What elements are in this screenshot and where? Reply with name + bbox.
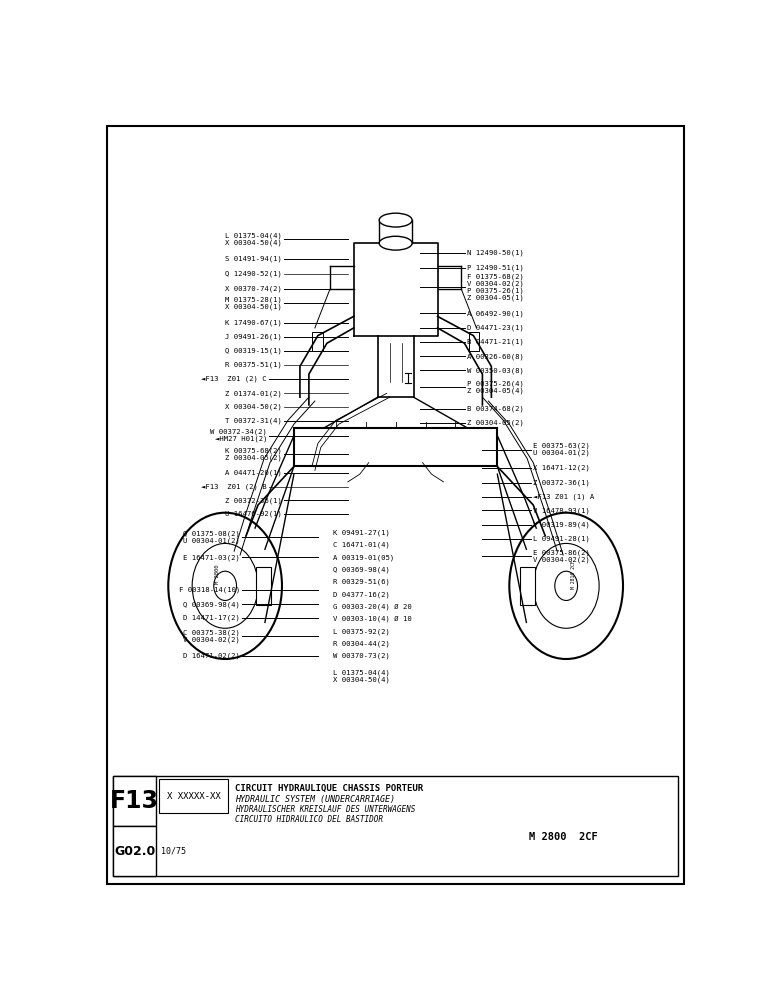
Text: X XXXXX-XX: X XXXXX-XX bbox=[167, 792, 221, 801]
Bar bbox=[113, 826, 156, 876]
Text: X 16471-12(2): X 16471-12(2) bbox=[533, 465, 590, 471]
Text: M 2810 2CF: M 2810 2CF bbox=[571, 560, 576, 589]
Text: Z 00372-36(1): Z 00372-36(1) bbox=[225, 497, 282, 504]
Text: C 16471-01(4): C 16471-01(4) bbox=[333, 542, 390, 548]
Bar bbox=[520, 567, 535, 605]
Text: W 00372-34(2)
◄HM27 H01(2): W 00372-34(2) ◄HM27 H01(2) bbox=[210, 429, 267, 442]
Text: L 01375-04(4)
X 00304-50(4): L 01375-04(4) X 00304-50(4) bbox=[333, 669, 390, 683]
Text: B 04471-21(1): B 04471-21(1) bbox=[468, 339, 524, 345]
Text: HYDRAULIC SYSTEM (UNDERCARRIAGE): HYDRAULIC SYSTEM (UNDERCARRIAGE) bbox=[235, 795, 395, 804]
Text: Q 00369-98(4): Q 00369-98(4) bbox=[333, 566, 390, 573]
Text: F13: F13 bbox=[110, 789, 159, 813]
Bar bbox=[469, 332, 479, 351]
Text: D 04471-23(1): D 04471-23(1) bbox=[468, 325, 524, 331]
Text: D 16471-02(2): D 16471-02(2) bbox=[183, 653, 240, 659]
Text: S 01491-94(1): S 01491-94(1) bbox=[225, 255, 282, 262]
Text: Z 01374-01(2): Z 01374-01(2) bbox=[225, 390, 282, 397]
Text: CIRCUIT HYDRAULIQUE CHASSIS PORTEUR: CIRCUIT HYDRAULIQUE CHASSIS PORTEUR bbox=[235, 784, 423, 793]
Text: ◄F13 Z01 (1) A: ◄F13 Z01 (1) A bbox=[533, 493, 594, 500]
Text: CIRCUITO HIDRAULICO DEL BASTIDOR: CIRCUITO HIDRAULICO DEL BASTIDOR bbox=[235, 815, 384, 824]
Text: Q 01375-08(2)
U 00304-01(2): Q 01375-08(2) U 00304-01(2) bbox=[183, 531, 240, 544]
Text: R 00329-51(6): R 00329-51(6) bbox=[333, 579, 390, 585]
Text: T 00372-31(4): T 00372-31(4) bbox=[225, 418, 282, 424]
Text: K 09491-27(1): K 09491-27(1) bbox=[333, 529, 390, 536]
Text: J 09491-26(1): J 09491-26(1) bbox=[225, 334, 282, 340]
Text: W 00370-73(2): W 00370-73(2) bbox=[333, 653, 390, 659]
Text: V 00319-89(4): V 00319-89(4) bbox=[533, 522, 590, 528]
Text: D 04377-16(2): D 04377-16(2) bbox=[333, 591, 390, 598]
Text: K 00375-68(2)
Z 00304-05(2): K 00375-68(2) Z 00304-05(2) bbox=[225, 447, 282, 461]
Text: V 16478-93(1): V 16478-93(1) bbox=[533, 507, 590, 514]
Text: A 04471-20(1): A 04471-20(1) bbox=[225, 469, 282, 476]
Text: E 00375-63(2)
U 00304-01(2): E 00375-63(2) U 00304-01(2) bbox=[533, 443, 590, 456]
Bar bbox=[113, 776, 156, 826]
Text: R 00304-44(2): R 00304-44(2) bbox=[333, 640, 390, 647]
Text: W 00350-03(8): W 00350-03(8) bbox=[468, 367, 524, 373]
Text: F 01375-68(2)
V 00304-02(2)
P 00375-26(1)
Z 00304-05(1): F 01375-68(2) V 00304-02(2) P 00375-26(1… bbox=[468, 273, 524, 301]
Text: E 00375-86(2)
V 00304-02(2): E 00375-86(2) V 00304-02(2) bbox=[533, 549, 590, 563]
Text: L 09491-28(1): L 09491-28(1) bbox=[533, 536, 590, 542]
Bar bbox=[159, 779, 229, 813]
Text: P 12490-51(1): P 12490-51(1) bbox=[468, 265, 524, 271]
Text: A 00326-60(8): A 00326-60(8) bbox=[468, 353, 524, 360]
Text: Z 00304-05(2): Z 00304-05(2) bbox=[468, 419, 524, 426]
Text: U 16476-92(1): U 16476-92(1) bbox=[225, 511, 282, 517]
Text: ◄F13  Z01 (2) B: ◄F13 Z01 (2) B bbox=[201, 483, 267, 490]
Text: 10/75: 10/75 bbox=[161, 847, 186, 856]
Text: E 16471-03(2): E 16471-03(2) bbox=[183, 554, 240, 561]
Text: B 00374-68(2): B 00374-68(2) bbox=[468, 406, 524, 412]
Text: Z 00372-36(1): Z 00372-36(1) bbox=[533, 479, 590, 486]
Text: A 00319-01(05): A 00319-01(05) bbox=[333, 554, 394, 561]
Text: N 12490-50(1): N 12490-50(1) bbox=[468, 250, 524, 256]
Text: X 00304-50(2): X 00304-50(2) bbox=[225, 404, 282, 410]
Text: Q 00369-98(4): Q 00369-98(4) bbox=[183, 601, 240, 608]
Bar bbox=[312, 332, 323, 351]
Text: D 14471-17(2): D 14471-17(2) bbox=[183, 615, 240, 621]
Text: V 00303-10(4) Ø 10: V 00303-10(4) Ø 10 bbox=[333, 616, 411, 622]
Text: P 00375-26(4)
Z 00304-05(4): P 00375-26(4) Z 00304-05(4) bbox=[468, 380, 524, 394]
Text: L 00375-92(2): L 00375-92(2) bbox=[333, 628, 390, 635]
Bar bbox=[256, 567, 271, 605]
Text: R 00375-51(1): R 00375-51(1) bbox=[225, 362, 282, 368]
Text: L 01375-04(4)
X 00304-50(4): L 01375-04(4) X 00304-50(4) bbox=[225, 233, 282, 246]
Bar bbox=[113, 776, 678, 876]
Text: M 2800  2CF: M 2800 2CF bbox=[529, 832, 598, 842]
Text: F 00318-14(10): F 00318-14(10) bbox=[179, 586, 240, 593]
Text: C 00375-38(2)
V 00304-02(2): C 00375-38(2) V 00304-02(2) bbox=[183, 629, 240, 643]
Text: G 00303-20(4) Ø 20: G 00303-20(4) Ø 20 bbox=[333, 603, 411, 610]
Text: ◄F13  Z01 (2) C: ◄F13 Z01 (2) C bbox=[201, 375, 267, 382]
Text: K 17490-67(1): K 17490-67(1) bbox=[225, 319, 282, 326]
Ellipse shape bbox=[379, 236, 412, 250]
Text: Q 00319-15(1): Q 00319-15(1) bbox=[225, 348, 282, 354]
Text: G02.0: G02.0 bbox=[114, 845, 155, 858]
Text: Q 12490-52(1): Q 12490-52(1) bbox=[225, 271, 282, 277]
Ellipse shape bbox=[379, 213, 412, 227]
Text: X 00370-74(2): X 00370-74(2) bbox=[225, 285, 282, 292]
Text: M 2800: M 2800 bbox=[215, 565, 221, 584]
Text: A 06492-90(1): A 06492-90(1) bbox=[468, 310, 524, 317]
Text: M 01375-28(1)
X 00304-50(1): M 01375-28(1) X 00304-50(1) bbox=[225, 297, 282, 310]
Text: HYDRAULISCHER KREISLAUF DES UNTERWAGENS: HYDRAULISCHER KREISLAUF DES UNTERWAGENS bbox=[235, 805, 415, 814]
